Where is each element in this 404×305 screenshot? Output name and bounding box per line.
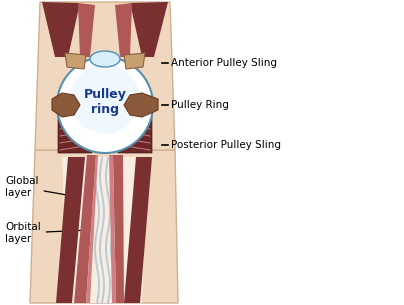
Polygon shape xyxy=(52,93,80,117)
Polygon shape xyxy=(124,157,152,303)
Text: Orbital
layer: Orbital layer xyxy=(5,222,87,244)
Polygon shape xyxy=(62,157,148,303)
Polygon shape xyxy=(113,155,124,303)
Polygon shape xyxy=(56,157,85,303)
Polygon shape xyxy=(109,155,116,303)
Ellipse shape xyxy=(90,51,120,67)
Polygon shape xyxy=(42,2,80,57)
Circle shape xyxy=(57,57,153,153)
Text: Pulley
ring: Pulley ring xyxy=(84,88,126,116)
Polygon shape xyxy=(130,2,168,57)
Circle shape xyxy=(70,64,139,134)
Polygon shape xyxy=(114,97,152,153)
Polygon shape xyxy=(78,3,95,57)
Polygon shape xyxy=(115,3,132,57)
Polygon shape xyxy=(86,155,98,303)
Polygon shape xyxy=(74,155,96,303)
Polygon shape xyxy=(30,150,178,303)
Text: Pulley Ring: Pulley Ring xyxy=(171,100,229,110)
Polygon shape xyxy=(58,97,96,153)
Polygon shape xyxy=(124,53,145,69)
Text: Global
layer: Global layer xyxy=(5,176,75,198)
Polygon shape xyxy=(35,2,175,150)
Polygon shape xyxy=(65,53,86,69)
Text: Anterior Pulley Sling: Anterior Pulley Sling xyxy=(171,58,277,68)
Text: Posterior Pulley Sling: Posterior Pulley Sling xyxy=(171,140,281,150)
Polygon shape xyxy=(124,93,158,117)
